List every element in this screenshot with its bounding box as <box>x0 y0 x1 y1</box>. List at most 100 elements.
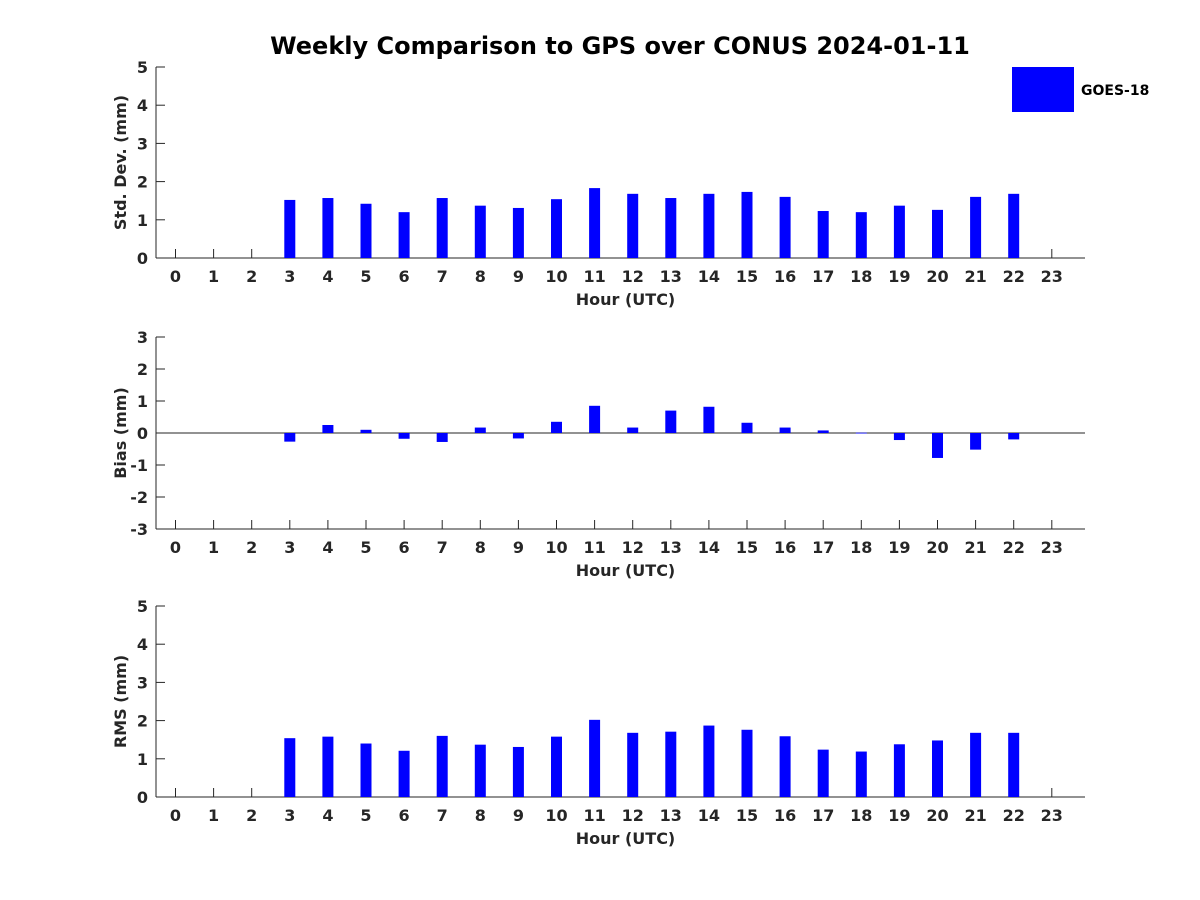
x-tick-label: 4 <box>322 267 333 286</box>
x-tick-label: 20 <box>926 806 948 825</box>
bar <box>932 740 943 797</box>
y-tick-label: 4 <box>137 96 148 115</box>
y-tick-label: 1 <box>137 392 148 411</box>
x-tick-label: 3 <box>284 538 295 557</box>
bar <box>627 193 639 258</box>
x-tick-label: 23 <box>1041 267 1063 286</box>
x-tick-label: 4 <box>322 538 333 557</box>
x-tick-label: 2 <box>246 538 257 557</box>
bar <box>703 406 715 433</box>
x-tick-label: 15 <box>736 538 758 557</box>
x-tick-label: 18 <box>850 538 872 557</box>
x-tick-label: 8 <box>475 806 486 825</box>
bar <box>1008 732 1020 797</box>
x-tick-label: 16 <box>774 806 796 825</box>
x-tick-label: 14 <box>698 538 720 557</box>
bar <box>512 207 524 258</box>
x-tick-label: 17 <box>812 267 834 286</box>
x-tick-label: 9 <box>513 267 524 286</box>
bar <box>627 732 639 797</box>
x-tick-label: 17 <box>812 538 834 557</box>
bar <box>284 738 296 797</box>
bar <box>817 211 829 258</box>
bar <box>855 751 867 797</box>
bar <box>817 430 829 433</box>
x-tick-label: 3 <box>284 806 295 825</box>
x-axis-label: Hour (UTC) <box>576 561 676 580</box>
bar <box>474 205 486 258</box>
x-tick-label: 18 <box>850 267 872 286</box>
x-tick-label: 17 <box>812 806 834 825</box>
bar <box>322 198 334 258</box>
y-tick-label: -1 <box>130 456 148 475</box>
x-tick-label: 21 <box>964 267 986 286</box>
x-tick-label: 13 <box>660 538 682 557</box>
x-tick-label: 12 <box>622 538 644 557</box>
x-tick-label: 10 <box>545 538 567 557</box>
legend-label: GOES-18 <box>1081 83 1149 99</box>
x-tick-label: 21 <box>964 538 986 557</box>
x-tick-label: 7 <box>437 538 448 557</box>
x-tick-label: 10 <box>545 267 567 286</box>
bar <box>398 433 410 439</box>
bar <box>474 427 486 433</box>
bar <box>398 212 410 258</box>
bar <box>589 188 601 258</box>
bar <box>703 725 715 797</box>
x-tick-label: 1 <box>208 806 219 825</box>
x-tick-label: 22 <box>1003 267 1025 286</box>
x-tick-label: 6 <box>399 267 410 286</box>
x-tick-label: 6 <box>399 538 410 557</box>
x-tick-label: 11 <box>583 267 605 286</box>
bar <box>436 735 448 797</box>
x-axis-label: Hour (UTC) <box>576 290 676 309</box>
x-tick-label: 0 <box>170 267 181 286</box>
y-tick-label: 2 <box>137 712 148 731</box>
x-tick-label: 23 <box>1041 538 1063 557</box>
y-tick-label: 5 <box>137 597 148 616</box>
y-tick-label: 3 <box>137 673 148 692</box>
bar <box>741 191 753 258</box>
bar <box>665 198 677 258</box>
bar <box>970 196 982 258</box>
bar <box>627 427 639 433</box>
bar <box>551 421 562 433</box>
x-tick-label: 22 <box>1003 806 1025 825</box>
bar <box>817 749 829 797</box>
x-tick-label: 13 <box>660 806 682 825</box>
x-tick-label: 13 <box>660 267 682 286</box>
x-tick-label: 5 <box>360 538 371 557</box>
y-tick-label: 2 <box>137 173 148 192</box>
bar <box>512 746 524 797</box>
bar <box>360 429 372 433</box>
y-tick-label: 5 <box>137 58 148 77</box>
bar <box>360 743 372 797</box>
bar <box>436 198 448 258</box>
chart-title: Weekly Comparison to GPS over CONUS 2024… <box>270 32 970 60</box>
y-tick-label: 1 <box>137 750 148 769</box>
bar <box>512 433 524 439</box>
legend-swatch <box>1012 67 1074 112</box>
y-tick-label: 0 <box>137 788 148 807</box>
bar <box>932 209 943 258</box>
x-tick-label: 16 <box>774 267 796 286</box>
x-tick-label: 0 <box>170 538 181 557</box>
x-tick-label: 0 <box>170 806 181 825</box>
bar <box>322 425 334 433</box>
y-tick-label: 0 <box>137 249 148 268</box>
x-tick-label: 3 <box>284 267 295 286</box>
x-tick-label: 1 <box>208 538 219 557</box>
y-tick-label: 2 <box>137 360 148 379</box>
y-axis-label: Std. Dev. (mm) <box>111 95 130 230</box>
y-axis-label: RMS (mm) <box>111 655 130 748</box>
bar <box>970 433 982 450</box>
x-tick-label: 1 <box>208 267 219 286</box>
x-tick-label: 2 <box>246 806 257 825</box>
x-tick-label: 12 <box>622 267 644 286</box>
bar <box>284 433 296 442</box>
y-tick-label: 3 <box>137 134 148 153</box>
x-tick-label: 20 <box>926 538 948 557</box>
